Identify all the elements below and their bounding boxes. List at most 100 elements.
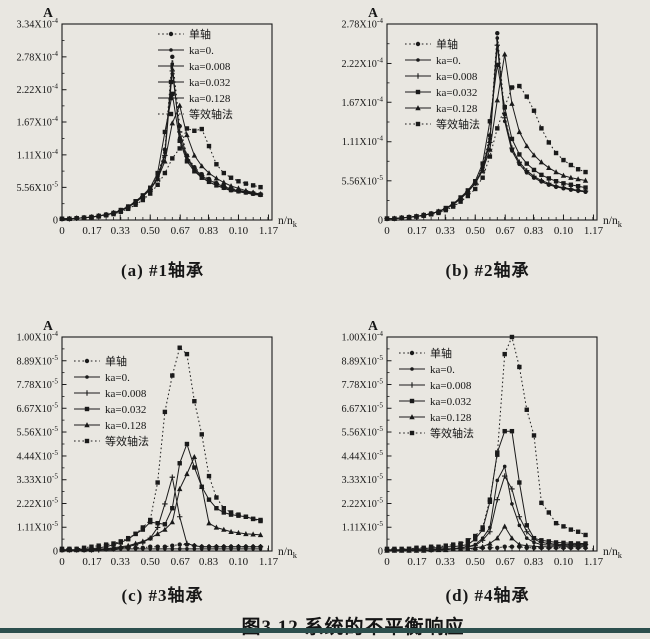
svg-text:0.83: 0.83 xyxy=(524,225,544,237)
svg-text:2.22X10-4: 2.22X10-4 xyxy=(342,55,384,69)
svg-text:0.10: 0.10 xyxy=(229,225,249,237)
svg-text:0.33: 0.33 xyxy=(436,556,456,568)
svg-text:4.44X10-5: 4.44X10-5 xyxy=(17,448,59,463)
chart-b-caption: (b) #2轴承 xyxy=(445,261,530,280)
svg-text:ka=0.: ka=0. xyxy=(436,55,461,67)
chart-c-svg: 1.00X10-4 8.89X10-5 7.78X10-5 6.67X10-5 5.56… xyxy=(17,318,298,568)
chart-b: 2.78X10-4 2.22X10-4 1.67X10-4 1.11X10-4 5.56… xyxy=(325,4,650,285)
svg-text:A: A xyxy=(368,318,378,333)
svg-text:3.33X10-5: 3.33X10-5 xyxy=(342,472,384,487)
svg-text:ka=0.032: ka=0.032 xyxy=(105,404,146,416)
svg-text:0.83: 0.83 xyxy=(524,556,544,568)
svg-text:1.17: 1.17 xyxy=(259,225,279,237)
svg-text:单轴: 单轴 xyxy=(105,354,127,368)
chart-b-canvas: 2.78X10-4 2.22X10-4 1.67X10-4 1.11X10-4 5.56… xyxy=(325,4,650,259)
svg-text:2.78X10-4: 2.78X10-4 xyxy=(342,16,384,31)
svg-text:等效轴法: 等效轴法 xyxy=(436,117,480,131)
svg-text:2.78X10-4: 2.78X10-4 xyxy=(17,49,59,64)
series-等效轴法 xyxy=(59,126,263,222)
chart-d-canvas: 1.00X10-4 8.89X10-5 7.78X10-5 6.67X10-5 5.56… xyxy=(325,311,650,584)
chart-c: 1.00X10-4 8.89X10-5 7.78X10-5 6.67X10-5 5.56… xyxy=(0,311,325,610)
scan-edge-bar xyxy=(0,628,650,633)
svg-text:等效轴法: 等效轴法 xyxy=(105,434,149,448)
axes: 1.00X10-4 8.89X10-5 7.78X10-5 6.67X10-5 5.56… xyxy=(17,318,298,568)
svg-text:0: 0 xyxy=(384,556,390,568)
svg-text:0: 0 xyxy=(59,225,65,237)
series-ka=0.008 xyxy=(384,42,589,222)
chart-a-caption: (a) #1轴承 xyxy=(120,261,205,280)
chart-d-caption: (d) #4轴承 xyxy=(445,586,530,605)
svg-text:0.67: 0.67 xyxy=(171,225,191,237)
svg-text:4.44X10-5: 4.44X10-5 xyxy=(342,448,384,463)
series-ka=0. xyxy=(385,464,588,552)
svg-text:5.56X10-5: 5.56X10-5 xyxy=(17,424,59,439)
svg-text:单轴: 单轴 xyxy=(430,346,452,360)
svg-text:3.33X10-5: 3.33X10-5 xyxy=(17,472,59,487)
svg-text:ka=0.: ka=0. xyxy=(189,45,214,57)
chart-b-svg: 2.78X10-4 2.22X10-4 1.67X10-4 1.11X10-4 5.56… xyxy=(342,5,623,237)
svg-text:7.78X10-5: 7.78X10-5 xyxy=(17,377,59,392)
svg-text:0: 0 xyxy=(53,216,58,227)
svg-text:0.83: 0.83 xyxy=(199,556,219,568)
chart-d: 1.00X10-4 8.89X10-5 7.78X10-5 6.67X10-5 5.56… xyxy=(325,311,650,610)
series-ka=0.008 xyxy=(59,68,264,222)
svg-text:0.50: 0.50 xyxy=(141,225,161,237)
svg-text:ka=0.032: ka=0.032 xyxy=(189,77,230,89)
svg-text:1.11X10-5: 1.11X10-5 xyxy=(17,519,58,534)
chart-a: 3.34X10-4 2.78X10-4 2.22X10-4 1.67X10-4 1.11… xyxy=(0,4,325,285)
svg-text:2.22X10-5: 2.22X10-5 xyxy=(342,495,384,510)
svg-text:n/nk: n/nk xyxy=(278,546,298,560)
svg-text:1.11X10-4: 1.11X10-4 xyxy=(342,134,383,149)
svg-text:0.33: 0.33 xyxy=(111,225,131,237)
svg-text:n/nk: n/nk xyxy=(603,546,623,560)
svg-text:0.33: 0.33 xyxy=(436,225,456,237)
svg-text:0.67: 0.67 xyxy=(496,556,516,568)
svg-text:A: A xyxy=(43,318,53,333)
series-ka=0. xyxy=(60,62,263,221)
svg-text:0.33: 0.33 xyxy=(111,556,131,568)
svg-text:ka=0.: ka=0. xyxy=(105,372,130,384)
svg-text:A: A xyxy=(368,5,378,20)
svg-text:等效轴法: 等效轴法 xyxy=(430,426,474,440)
series-ka=0.032 xyxy=(59,441,263,553)
series-ka=0. xyxy=(385,36,588,221)
series-ka=0.032 xyxy=(384,62,588,221)
svg-text:5.56X10-5: 5.56X10-5 xyxy=(342,173,384,188)
chart-a-svg: 3.34X10-4 2.78X10-4 2.22X10-4 1.67X10-4 1.11… xyxy=(17,5,298,237)
svg-text:0: 0 xyxy=(378,216,383,227)
series-ka=0.128 xyxy=(59,453,264,553)
svg-text:0.50: 0.50 xyxy=(466,225,486,237)
series-ka=0.128 xyxy=(384,51,589,221)
svg-text:0.10: 0.10 xyxy=(554,556,574,568)
svg-text:0: 0 xyxy=(53,547,58,558)
top-chart-row: 3.34X10-4 2.78X10-4 2.22X10-4 1.67X10-4 1.11… xyxy=(0,0,650,285)
svg-text:0.17: 0.17 xyxy=(82,556,102,568)
svg-text:1.11X10-4: 1.11X10-4 xyxy=(17,147,58,162)
series-等效轴法 xyxy=(59,345,263,552)
svg-text:ka=0.008: ka=0.008 xyxy=(436,71,478,83)
svg-text:5.56X10-5: 5.56X10-5 xyxy=(342,424,384,439)
svg-text:0.10: 0.10 xyxy=(554,225,574,237)
series-等效轴法 xyxy=(384,83,588,221)
svg-text:单轴: 单轴 xyxy=(436,37,458,51)
legend: 单轴 ka=0. ka=0.008 ka=0.032 ka=0.128 等效轴法 xyxy=(405,37,480,131)
series-等效轴法 xyxy=(384,334,588,552)
svg-text:n/nk: n/nk xyxy=(278,215,298,229)
svg-text:0.17: 0.17 xyxy=(82,225,102,237)
svg-text:0.67: 0.67 xyxy=(171,556,191,568)
svg-text:6.67X10-5: 6.67X10-5 xyxy=(17,400,59,415)
svg-text:0: 0 xyxy=(378,547,383,558)
svg-text:0.67: 0.67 xyxy=(496,225,516,237)
svg-text:7.78X10-5: 7.78X10-5 xyxy=(342,377,384,392)
svg-text:2.22X10-5: 2.22X10-5 xyxy=(17,495,59,510)
svg-text:1.67X10-4: 1.67X10-4 xyxy=(17,114,59,129)
chart-c-caption: (c) #3轴承 xyxy=(121,586,204,605)
svg-text:ka=0.008: ka=0.008 xyxy=(430,380,472,392)
chart-c-canvas: 1.00X10-4 8.89X10-5 7.78X10-5 6.67X10-5 5.56… xyxy=(0,311,325,584)
svg-text:ka=0.: ka=0. xyxy=(430,364,455,376)
axes: 2.78X10-4 2.22X10-4 1.67X10-4 1.11X10-4 5.56… xyxy=(342,5,623,237)
svg-text:ka=0.128: ka=0.128 xyxy=(430,412,472,424)
bottom-chart-row: 1.00X10-4 8.89X10-5 7.78X10-5 6.67X10-5 5.56… xyxy=(0,311,650,610)
svg-text:A: A xyxy=(43,5,53,20)
